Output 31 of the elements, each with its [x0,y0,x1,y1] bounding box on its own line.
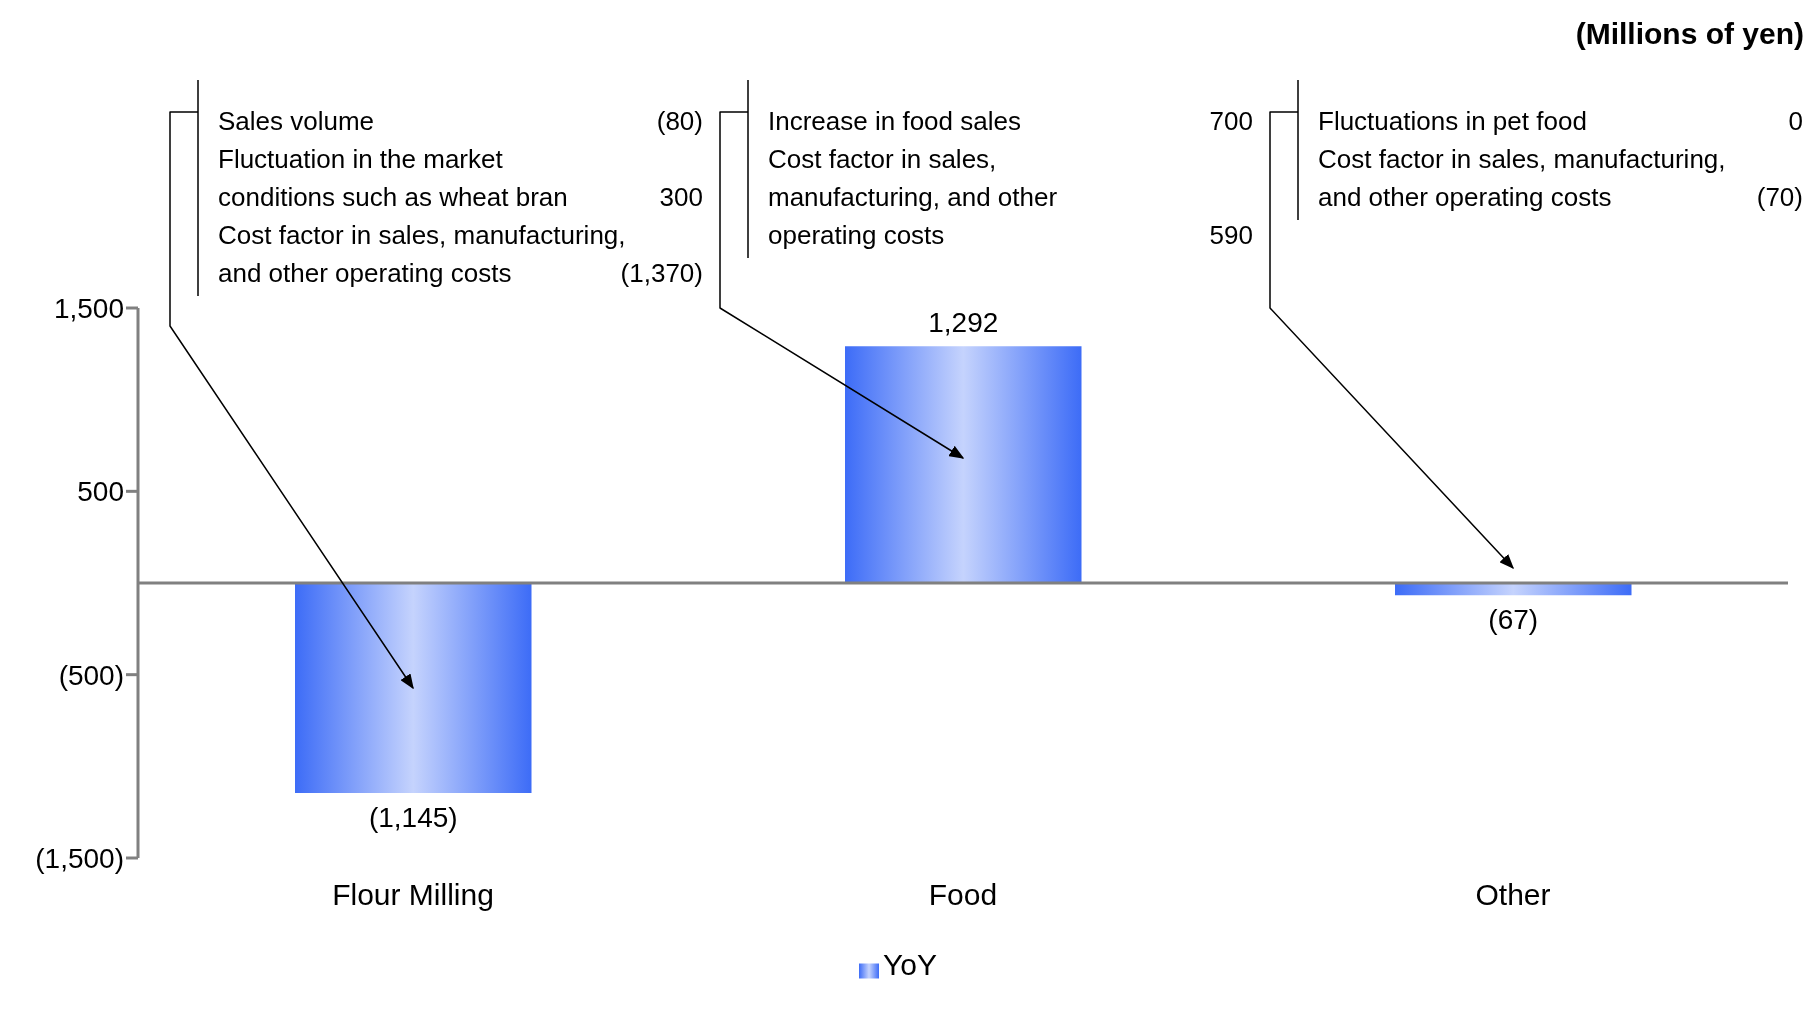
text: 590 [1209,220,1253,250]
data-label: (1,145) [368,801,458,833]
y-tick-label: (1,500) [35,842,124,874]
legend-label: YoY [883,948,937,981]
text: (80) [656,106,703,136]
text: (70) [1756,182,1803,212]
text: 300 [659,182,703,212]
text: manufacturing, and other [768,182,1058,212]
text: and other operating costs [218,258,512,288]
y-tick-label: (500) [58,659,124,691]
text: Cost factor in sales, [768,144,997,174]
text: Cost factor in sales, manufacturing, [1318,144,1726,174]
text: conditions such as wheat bran [218,182,568,212]
y-tick-label: 500 [77,476,124,508]
text: 0 [1788,106,1803,136]
text: Fluctuations in pet food [1318,106,1587,136]
text: Cost factor in sales, manufacturing, [218,220,626,250]
text: Fluctuation in the market [218,144,504,174]
x-tick-label: Flour Milling [332,878,494,912]
text: operating costs [768,220,945,250]
data-label: (67) [1488,604,1539,636]
data-label: 1,292 [928,307,999,339]
text: (1,370) [620,258,703,288]
text: 700 [1209,106,1253,136]
x-tick-label: Food [928,878,998,912]
text: and other operating costs [1318,182,1612,212]
x-tick-label: Other [1475,878,1551,912]
text: Increase in food sales [768,106,1021,136]
text: (Millions of yen) [1575,17,1804,50]
y-tick-label: 1,500 [53,292,124,324]
text: Sales volume [218,106,375,136]
